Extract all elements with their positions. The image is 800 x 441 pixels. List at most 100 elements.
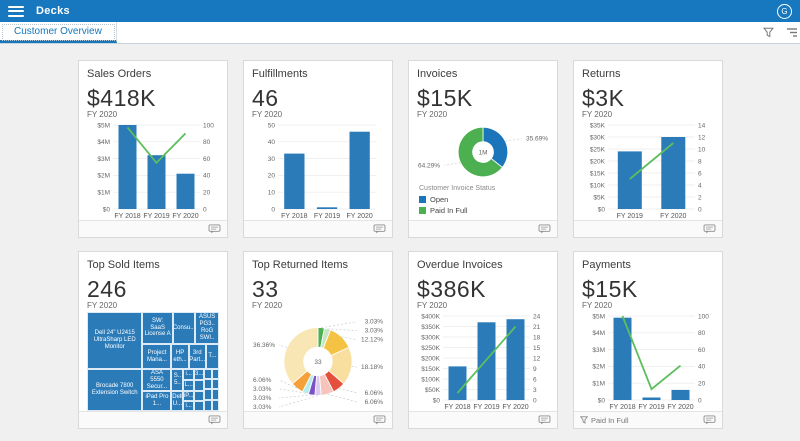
treemap-tile[interactable]: 3... xyxy=(193,369,205,381)
svg-text:FY 2019: FY 2019 xyxy=(473,404,499,411)
comment-icon[interactable] xyxy=(373,224,386,234)
svg-text:$400K: $400K xyxy=(421,313,440,320)
svg-text:40: 40 xyxy=(698,364,706,371)
bar[interactable] xyxy=(661,137,686,210)
card-title: Payments xyxy=(582,259,631,271)
comment-icon[interactable] xyxy=(538,415,551,425)
treemap-tile[interactable] xyxy=(211,389,219,401)
svg-text:$150K: $150K xyxy=(421,366,440,373)
treemap-tile[interactable] xyxy=(204,400,212,411)
kpi-value: 46 xyxy=(252,85,279,111)
treemap-tile[interactable] xyxy=(204,369,212,380)
treemap-tile[interactable] xyxy=(204,379,212,390)
svg-text:$3M: $3M xyxy=(592,347,605,354)
svg-text:4: 4 xyxy=(698,182,702,189)
svg-text:12: 12 xyxy=(533,355,541,362)
comment-icon[interactable] xyxy=(538,224,551,234)
donut-slice[interactable] xyxy=(457,126,503,178)
bar[interactable] xyxy=(477,322,496,401)
bar[interactable] xyxy=(642,397,661,401)
treemap-tile[interactable] xyxy=(211,369,219,380)
tab-customer-overview[interactable]: Customer Overview xyxy=(0,22,117,43)
donut-slice[interactable] xyxy=(283,327,319,385)
card-title: Fulfillments xyxy=(252,68,308,80)
legend-title: Customer Invoice Status xyxy=(419,185,496,193)
bar[interactable] xyxy=(349,131,370,210)
treemap-tile[interactable] xyxy=(211,400,219,411)
treemap-tile[interactable]: L... xyxy=(183,380,194,392)
svg-text:$250K: $250K xyxy=(421,345,440,352)
treemap-tile[interactable]: 3rd Part... xyxy=(188,343,206,370)
svg-text:FY 2018: FY 2018 xyxy=(444,404,470,411)
treemap-tile[interactable]: i... xyxy=(183,369,194,381)
treemap-tile[interactable]: Dell 24" U2415 UltraSharp LED Monitor xyxy=(87,312,143,370)
treemap-tile[interactable]: i... xyxy=(183,401,194,411)
bar[interactable] xyxy=(617,151,642,210)
treemap-tile[interactable] xyxy=(211,379,219,390)
treemap-tile[interactable] xyxy=(193,401,205,411)
kpi-period: FY 2020 xyxy=(417,301,448,311)
comment-icon[interactable] xyxy=(208,415,221,425)
bar[interactable] xyxy=(284,153,305,210)
treemap-tile[interactable]: Project Mana... xyxy=(142,343,172,370)
bar[interactable] xyxy=(147,155,166,210)
svg-text:50: 50 xyxy=(268,122,276,129)
treemap-tile[interactable]: iPad Pro 1... xyxy=(142,391,172,411)
kpi-value: $15K xyxy=(582,276,638,302)
filter-icon[interactable] xyxy=(763,27,774,38)
donut-slice[interactable] xyxy=(482,126,509,169)
bar[interactable] xyxy=(613,317,632,401)
comment-icon[interactable] xyxy=(703,224,716,234)
legend-item[interactable]: Paid In Full xyxy=(419,206,549,215)
treemap-tile[interactable]: Dell U... xyxy=(171,391,184,411)
legend-item[interactable]: Open xyxy=(419,195,549,204)
kpi-period: FY 2020 xyxy=(252,110,283,120)
hamburger-menu-icon[interactable] xyxy=(8,5,24,17)
treemap-tile[interactable] xyxy=(193,391,205,402)
bar[interactable] xyxy=(176,173,195,210)
bar[interactable] xyxy=(448,366,467,401)
svg-text:$0: $0 xyxy=(598,397,606,404)
svg-text:$3M: $3M xyxy=(97,156,110,163)
kpi-period: FY 2020 xyxy=(87,301,118,311)
treemap-tile[interactable]: iP... xyxy=(183,391,194,402)
treemap-tile[interactable]: Brocade 7800 Extension Switch xyxy=(87,369,143,411)
card-footer xyxy=(244,220,392,237)
bar[interactable] xyxy=(506,319,525,401)
card-title: Top Returned Items xyxy=(252,259,348,271)
card-title: Invoices xyxy=(417,68,458,80)
display-options-icon[interactable] xyxy=(786,27,798,38)
svg-text:33: 33 xyxy=(314,359,322,366)
dashboard-content: Sales Orders $418K FY 2020 $5M $4M $3M $2M $… xyxy=(0,44,800,429)
svg-text:$5M: $5M xyxy=(592,313,605,320)
svg-text:30: 30 xyxy=(268,156,276,163)
treemap-tile[interactable]: S.. 5.. xyxy=(171,369,184,392)
treemap-tile[interactable]: ASUS PG3.. RoG SWI.. xyxy=(195,312,219,344)
treemap-tile[interactable]: Consu... xyxy=(172,312,196,344)
filter-label: Paid In Full xyxy=(591,415,629,425)
svg-text:$30K: $30K xyxy=(590,134,606,141)
app-header: Decks G xyxy=(0,0,800,22)
treemap-tile[interactable]: SW: SaaS License A xyxy=(142,312,173,344)
svg-text:$300K: $300K xyxy=(421,334,440,341)
treemap-tile[interactable]: HP eth... xyxy=(171,343,189,370)
comment-icon[interactable] xyxy=(373,415,386,425)
bar[interactable] xyxy=(671,390,690,401)
comment-icon[interactable] xyxy=(703,415,716,425)
treemap-tile[interactable]: ASA 5550 Secur... xyxy=(142,369,172,392)
fulfillments-chart: 50 40 30 20 10 0 FY 2018 FY 2019 FY 2020 xyxy=(252,121,384,220)
svg-text:20: 20 xyxy=(698,381,706,388)
comment-icon[interactable] xyxy=(208,224,221,234)
svg-text:$50K: $50K xyxy=(425,387,441,394)
svg-text:$2M: $2M xyxy=(97,173,110,180)
treemap-tile[interactable] xyxy=(193,380,205,392)
treemap-tile[interactable] xyxy=(204,389,212,401)
svg-text:FY 2019: FY 2019 xyxy=(638,404,664,411)
svg-text:100: 100 xyxy=(203,122,214,129)
treemap-tile[interactable]: T... xyxy=(205,343,219,370)
payments-filter-chip[interactable]: Paid In Full xyxy=(580,416,629,425)
avatar[interactable]: G xyxy=(777,3,792,19)
bar[interactable] xyxy=(316,207,338,210)
svg-text:80: 80 xyxy=(698,330,706,337)
bar[interactable] xyxy=(118,125,137,210)
